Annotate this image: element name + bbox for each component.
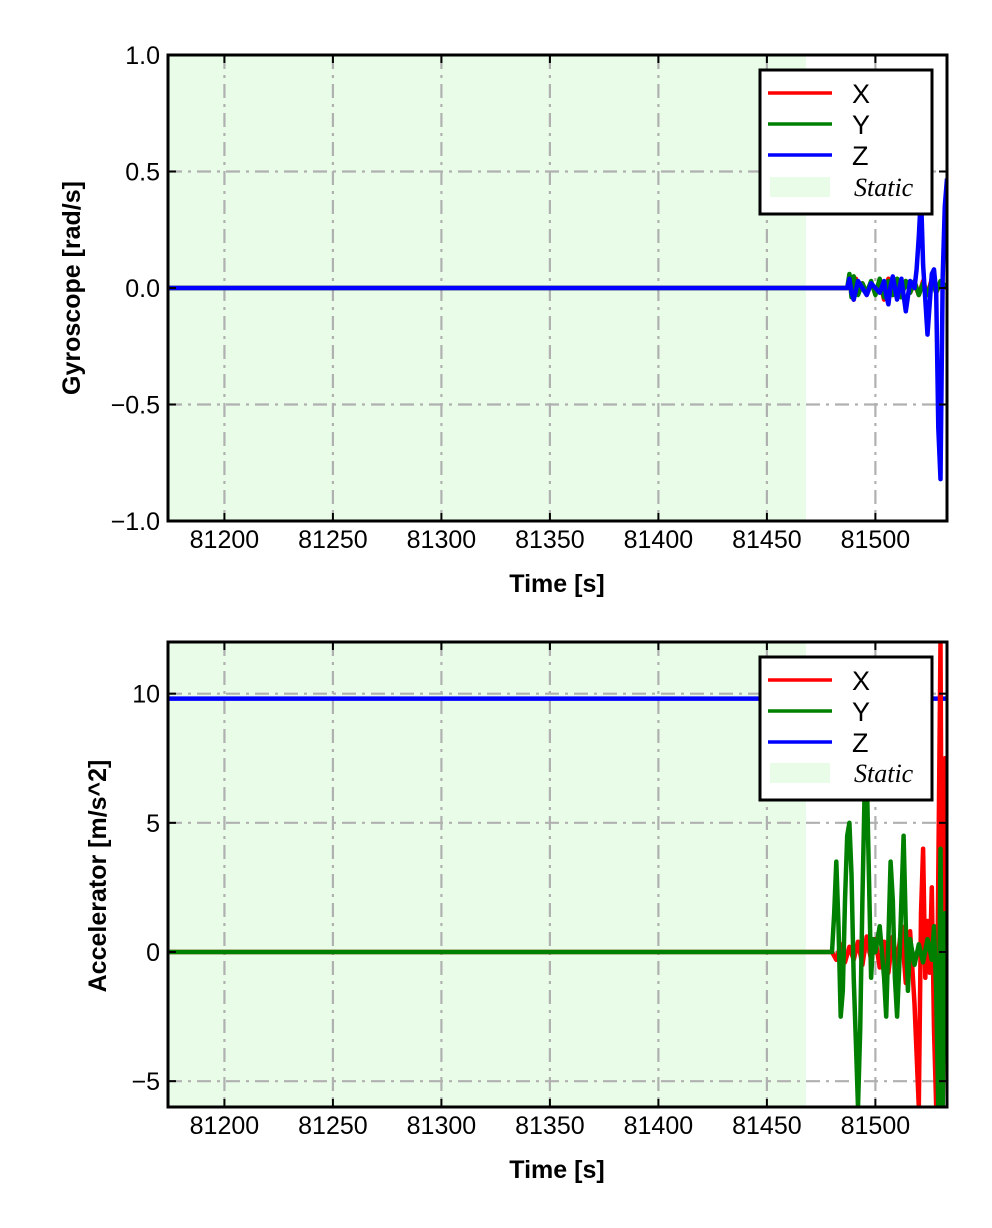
y-tick-label: 1.0 — [125, 42, 160, 70]
x-tick-label: 81300 — [407, 1112, 477, 1140]
accelerometer-chart: 81200 81250 81300 81350 81400 81450 81500 −5 0 5 1… — [84, 640, 949, 1184]
x-tick-label: 81200 — [190, 526, 260, 554]
legend-label-y: Y — [852, 110, 870, 140]
legend-label-x: X — [852, 79, 870, 109]
series-lines — [168, 178, 947, 482]
x-axis-label: Time [s] — [509, 1156, 604, 1184]
x-tick-label: 81500 — [841, 526, 911, 554]
x-tick-label: 81250 — [298, 1112, 368, 1140]
x-tick-label: 81350 — [515, 1112, 585, 1140]
x-tick-label: 81250 — [298, 526, 368, 554]
x-tick-label: 81400 — [624, 1112, 694, 1140]
y-tick-label: 0 — [146, 939, 160, 967]
x-tick-label: 81350 — [515, 526, 585, 554]
y-tick-label: 5 — [146, 810, 160, 838]
x-tick-label: 81450 — [732, 1112, 802, 1140]
x-tick-label: 81450 — [732, 526, 802, 554]
y-axis-label: Gyroscope [rad/s] — [58, 181, 86, 395]
legend-label-y: Y — [852, 697, 870, 727]
axis-ticks: 81200 81250 81300 81350 81400 81450 81500 −1.0 −… — [111, 42, 947, 554]
legend-label-static: Static — [854, 759, 914, 788]
x-tick-label: 81400 — [624, 526, 694, 554]
static-region — [168, 642, 806, 1107]
legend-swatch-static — [770, 177, 830, 197]
legend: X Y Z Static — [758, 68, 934, 216]
y-tick-label: −0.5 — [111, 392, 160, 420]
y-axis-label: Accelerator [m/s^2] — [84, 760, 112, 993]
x-axis-label: Time [s] — [509, 570, 604, 598]
series-line-z — [168, 178, 947, 482]
y-tick-label: 0.0 — [125, 275, 160, 303]
legend-label-z: Z — [852, 728, 869, 758]
y-tick-label: −5 — [131, 1068, 160, 1096]
y-tick-label: 0.5 — [125, 159, 160, 187]
series-line-y — [168, 768, 947, 1107]
legend-swatch-static — [770, 763, 830, 783]
axis-ticks: 81200 81250 81300 81350 81400 81450 81500 −5 0 5 1… — [131, 642, 947, 1140]
legend: X Y Z Static — [758, 655, 934, 802]
x-tick-label: 81500 — [841, 1112, 911, 1140]
legend-label-x: X — [852, 666, 870, 696]
x-tick-label: 81200 — [190, 1112, 260, 1140]
y-tick-label: −1.0 — [111, 508, 160, 536]
gyroscope-chart: 81200 81250 81300 81350 81400 81450 81500 −1.0 −… — [58, 42, 949, 598]
plot-frame — [166, 640, 949, 1109]
legend-label-z: Z — [852, 141, 869, 171]
x-tick-label: 81300 — [407, 526, 477, 554]
legend-label-static: Static — [854, 173, 914, 202]
y-tick-label: 10 — [132, 681, 160, 709]
